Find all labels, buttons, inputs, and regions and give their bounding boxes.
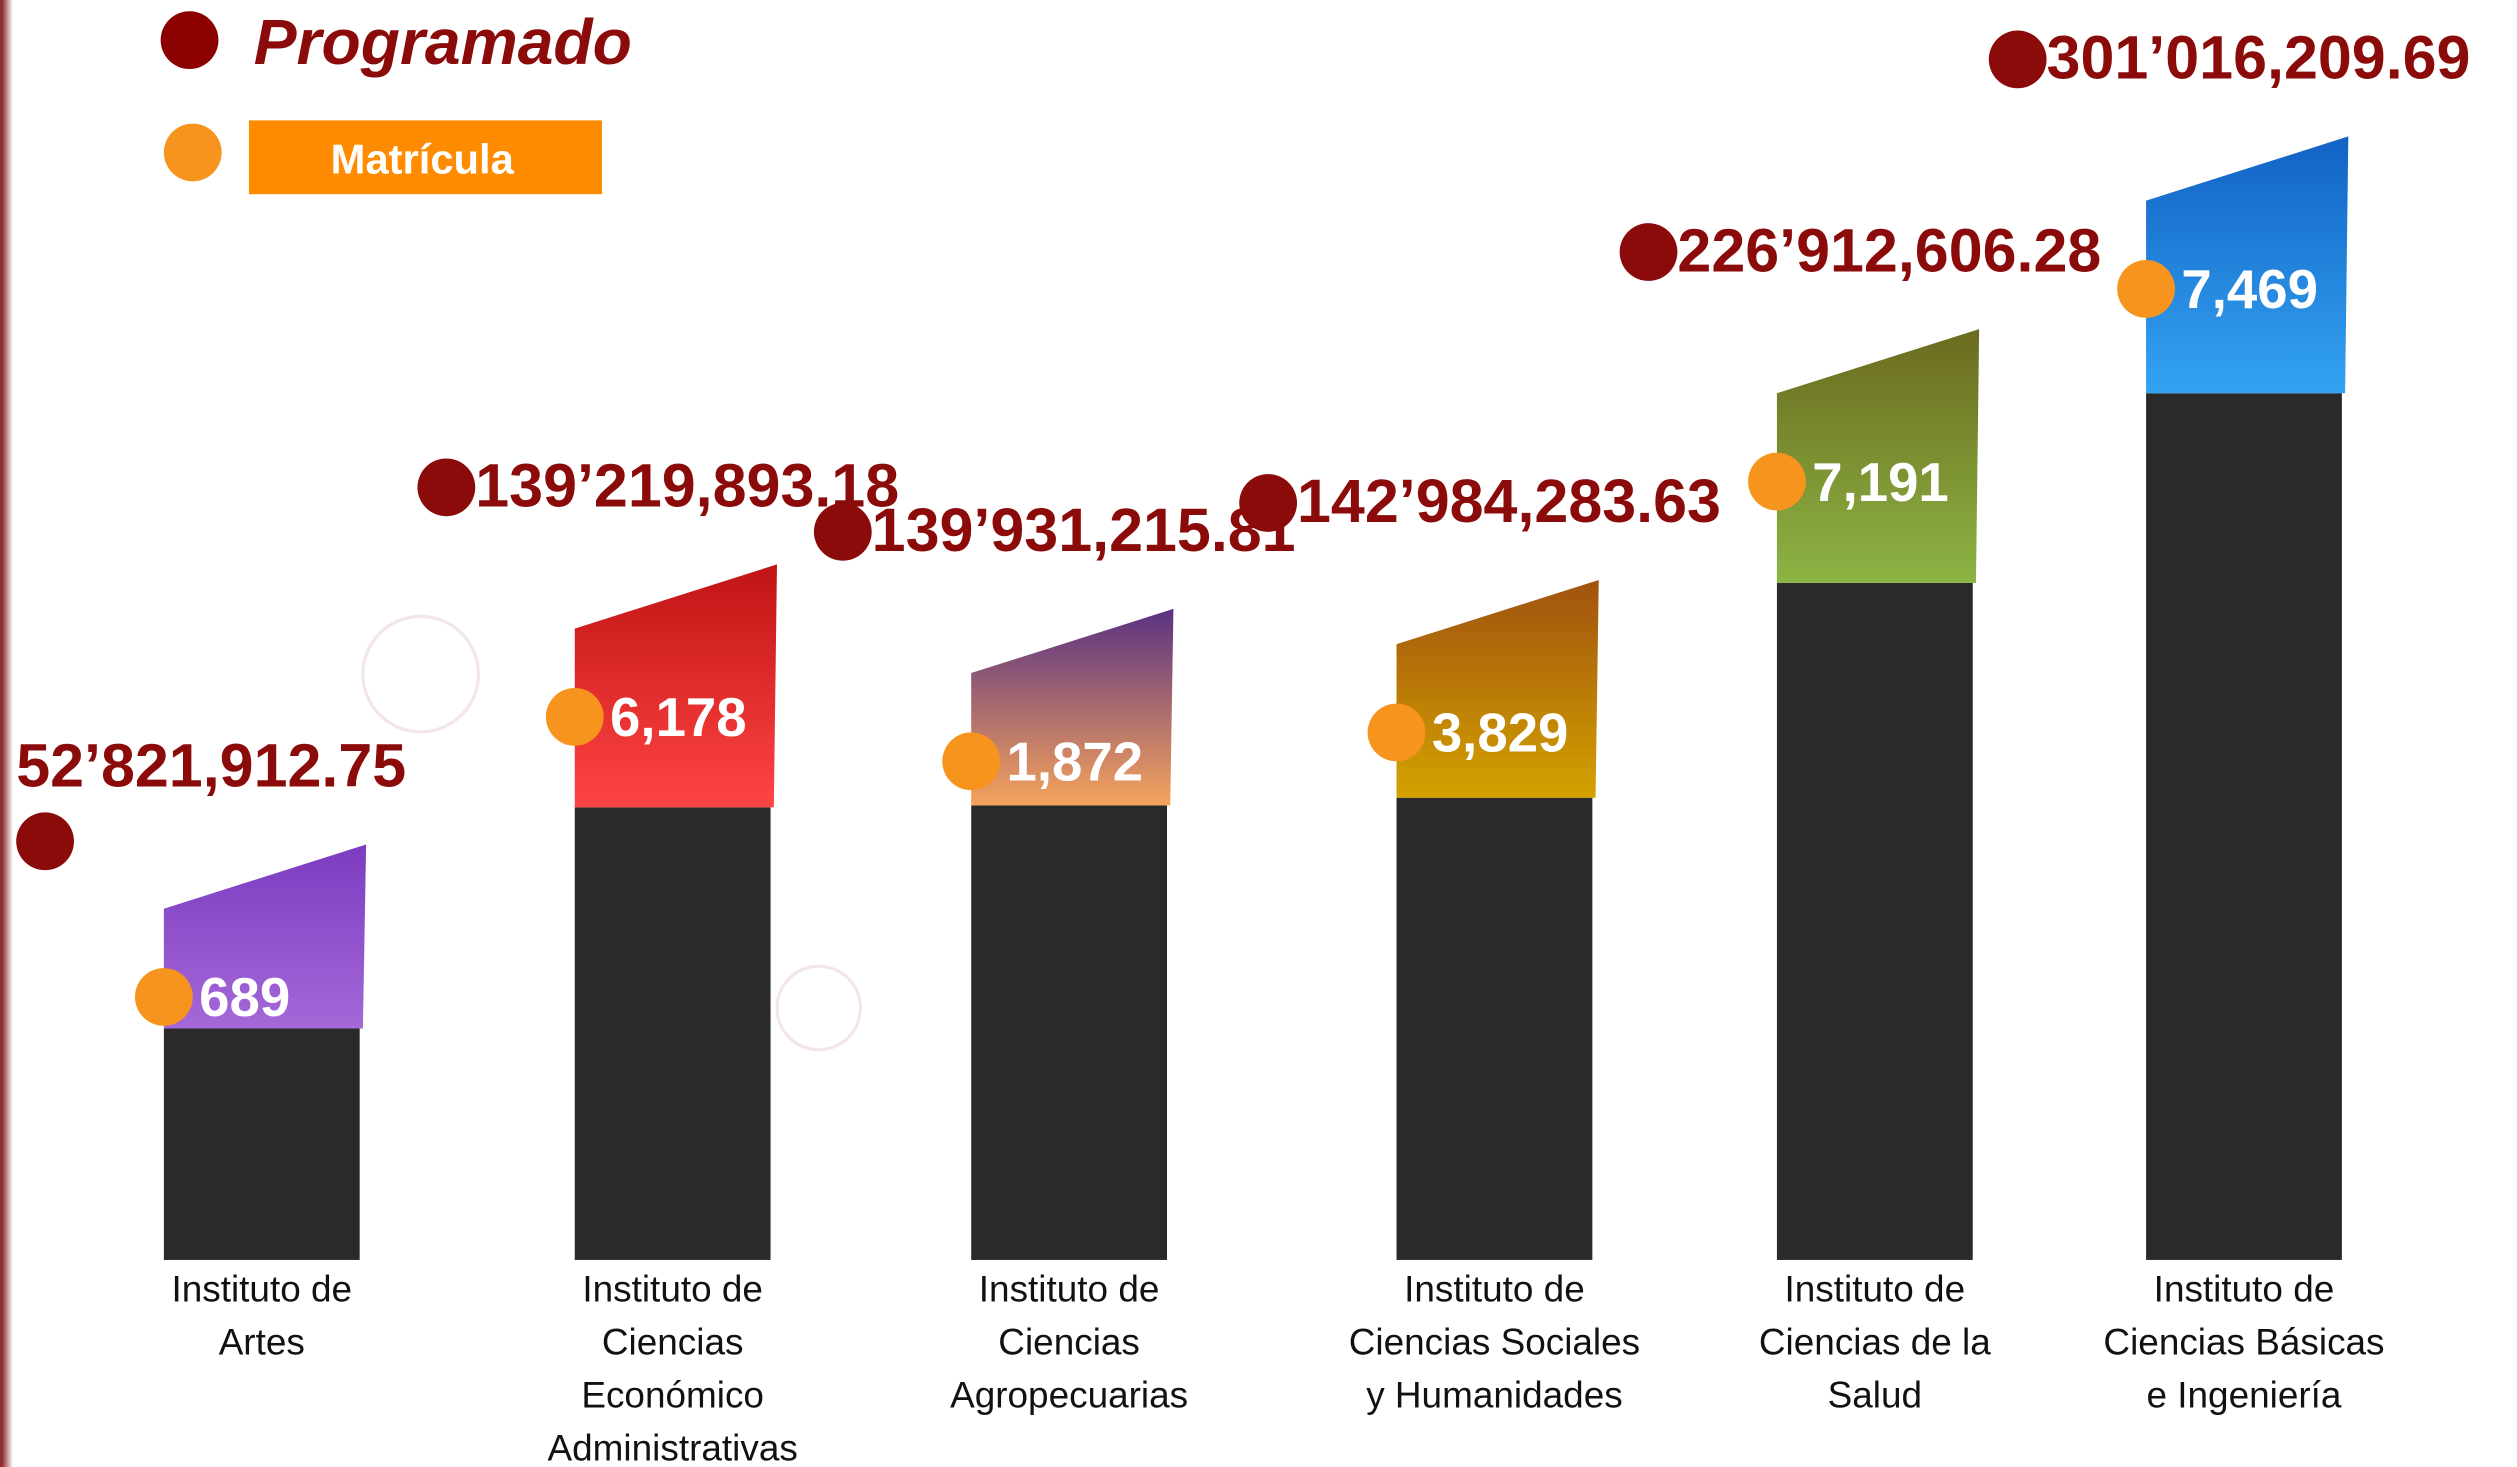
value-marker (1748, 452, 1806, 511)
bar (2146, 393, 2342, 1260)
edge-decoration (0, 0, 13, 1467)
bar (163, 1028, 360, 1260)
value-label: 6,178 (610, 687, 747, 748)
value-label: 689 (199, 967, 290, 1028)
bar-cap (574, 564, 777, 808)
value-label: 7,469 (2181, 259, 2318, 320)
value-label: 139’931,215.81 (872, 496, 1296, 564)
value-marker (545, 687, 604, 746)
x-tick-label: Instituto de Ciencias Sociales y Humanid… (1348, 1267, 1641, 1416)
x-tick-label: Instituto de Ciencias de la Salud (1758, 1267, 1991, 1416)
x-tick-label: Instituto de Ciencias Básicas e Ingenier… (2103, 1267, 2385, 1416)
value-marker (16, 812, 74, 871)
legend-marker (160, 11, 219, 70)
bar-cap (971, 608, 1174, 806)
x-tick-label-box: Instituto de Ciencias Sociales y Humanid… (1348, 1267, 1641, 1416)
value-label: 301’016,209.69 (2047, 24, 2471, 92)
legend-marker (163, 123, 222, 182)
legend-box (248, 120, 603, 195)
x-tick-label-box: Instituto de Ciencias Económico Administ… (547, 1267, 798, 1467)
value-marker (2117, 260, 2175, 318)
x-tick-label-box: Instituto de Ciencias Básicas e Ingenier… (2103, 1267, 2385, 1416)
value-marker (813, 502, 872, 561)
decoration (775, 964, 863, 1052)
x-tick-label-box: Instituto de Ciencias Agropecuarias (950, 1267, 1189, 1416)
bar (1396, 797, 1593, 1260)
legend-label: Matrícula (331, 135, 515, 182)
bar-cap (2146, 136, 2349, 394)
value-label: 52’821,912.75 (16, 732, 406, 800)
value-marker (942, 732, 1001, 791)
bar (971, 805, 1168, 1260)
value-marker (1367, 703, 1426, 762)
value-marker (417, 458, 476, 517)
bar (574, 807, 771, 1260)
legend-label: Programado (254, 6, 632, 78)
legend: Programado Matrícula (160, 6, 632, 195)
x-tick-label: Instituto de Artes (171, 1267, 353, 1363)
value-marker (1988, 30, 2047, 89)
x-tick-label: Instituto de Ciencias Agropecuarias (950, 1267, 1189, 1416)
bar (1776, 582, 1973, 1260)
value-marker (134, 968, 193, 1026)
x-tick-label-box: Instituto de Ciencias de la Salud (1758, 1267, 1991, 1416)
value-marker (1239, 474, 1298, 532)
value-label: 1,872 (1007, 732, 1144, 793)
value-marker (1619, 223, 1678, 281)
decoration (361, 614, 481, 734)
bar-cap (163, 844, 367, 1029)
value-label: 226’912,606.28 (1677, 216, 2101, 284)
bar-cap (1396, 580, 1599, 798)
bar-cap (1776, 329, 1980, 583)
x-tick-label: Instituto de Ciencias Económico Administ… (547, 1267, 798, 1467)
value-label: 142’984,283.63 (1297, 467, 1721, 535)
value-label: 7,191 (1812, 452, 1949, 513)
value-label: 3,829 (1432, 703, 1569, 764)
x-tick-label-box: Instituto de Artes (171, 1267, 353, 1363)
